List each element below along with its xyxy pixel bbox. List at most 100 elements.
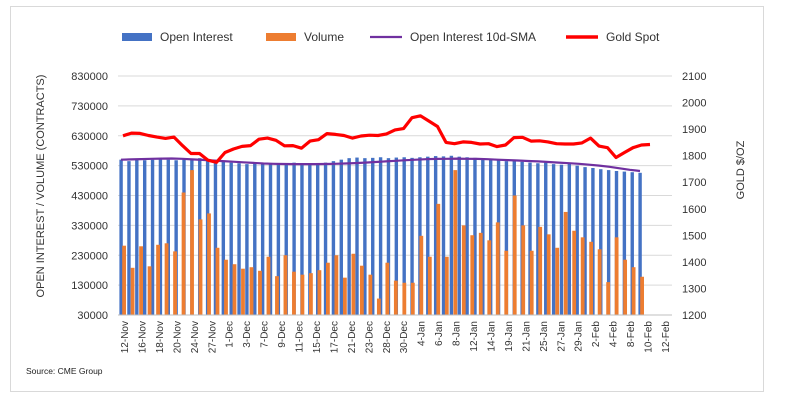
left-tick-label: 730000 xyxy=(71,101,108,113)
open-interest-bar xyxy=(119,159,123,315)
open-interest-bar xyxy=(221,161,226,315)
open-interest-bar xyxy=(386,158,391,315)
x-tick-label: 21-Jan xyxy=(521,321,532,352)
volume-bar xyxy=(190,170,194,315)
right-tick-label: 1900 xyxy=(682,124,706,136)
left-tick-label: 830000 xyxy=(71,71,108,83)
volume-bar xyxy=(292,271,296,315)
right-tick-label: 1800 xyxy=(682,151,706,163)
volume-bar xyxy=(376,298,381,315)
open-interest-bar xyxy=(339,159,343,315)
open-interest-bar xyxy=(135,159,139,315)
left-axis-title: OPEN INTEREST / VOLUME (CONTRACTS) xyxy=(35,75,47,298)
x-tick-label: 24-Nov xyxy=(190,321,201,353)
left-axis-ticks: 30000 130000 230000 330000 430000 530000 63000… xyxy=(71,71,108,322)
open-interest-bar xyxy=(528,162,532,315)
open-interest-bar xyxy=(276,163,281,315)
open-interest-bar xyxy=(260,162,265,315)
open-interest-bar xyxy=(284,163,288,315)
volume-bar xyxy=(266,256,271,315)
x-tick-label: 12-Jan xyxy=(469,321,480,352)
volume-bar xyxy=(224,259,228,315)
x-tick-label: 6-Jan xyxy=(434,321,445,346)
right-tick-label: 2100 xyxy=(682,71,706,83)
volume-bar xyxy=(147,266,152,315)
open-interest-bar xyxy=(315,163,320,315)
volume-bar xyxy=(249,267,254,315)
right-tick-label: 1700 xyxy=(682,177,706,189)
volume-bar xyxy=(623,259,628,315)
volume-bar xyxy=(215,247,220,315)
x-tick-label: 10-Feb xyxy=(644,321,655,353)
open-interest-bar xyxy=(347,158,351,315)
volume-bar xyxy=(156,244,160,315)
volume-bar xyxy=(232,264,237,315)
volume-bar xyxy=(436,203,441,315)
legend-label: Volume xyxy=(304,30,344,44)
open-interest-bar xyxy=(410,157,414,315)
open-interest-bar xyxy=(622,171,627,315)
volume-bar xyxy=(410,282,415,315)
volume-bar xyxy=(453,170,458,315)
x-tick-label: 4-Feb xyxy=(609,321,620,348)
volume-bar xyxy=(198,219,203,315)
source-note: Source: CME Group xyxy=(26,366,103,376)
x-tick-label: 12-Nov xyxy=(120,321,131,353)
open-interest-bar xyxy=(363,158,367,315)
right-tick-label: 1400 xyxy=(682,257,706,269)
x-tick-label: 8-Jan xyxy=(452,321,463,346)
volume-bar xyxy=(300,274,305,315)
x-tick-label: 18-Nov xyxy=(155,321,166,353)
volume-bar xyxy=(487,240,492,315)
open-interest-bar xyxy=(630,172,634,315)
open-interest-bar xyxy=(323,162,328,315)
open-interest-bar xyxy=(253,163,257,315)
open-interest-bar xyxy=(567,163,572,315)
open-interest-bar xyxy=(300,163,304,315)
open-interest-bar xyxy=(599,169,603,315)
legend: Open Interest Volume Open Interest 10d-SMA… xyxy=(122,30,660,44)
volume-bar xyxy=(139,246,143,315)
volume-bar xyxy=(419,235,424,315)
legend-label: Open Interest xyxy=(160,30,233,44)
open-interest-bar xyxy=(237,163,241,315)
volume-bar xyxy=(546,234,551,315)
volume-bar xyxy=(478,232,483,315)
right-axis-ticks: 1200 1300 1400 1500 1600 1700 1800 1900 2000 2100 xyxy=(682,71,706,322)
open-interest-bar xyxy=(441,156,446,315)
x-tick-label: 20-Nov xyxy=(172,321,183,353)
open-interest-bar xyxy=(465,157,469,315)
open-interest-bar xyxy=(229,162,233,315)
open-interest-bar xyxy=(371,157,375,315)
volume-bar xyxy=(461,225,466,315)
x-tick-label: 9-Dec xyxy=(277,321,288,348)
volume-bar xyxy=(495,222,500,315)
left-tick-label: 330000 xyxy=(71,220,108,232)
right-tick-label: 1500 xyxy=(682,230,706,242)
volume-bar xyxy=(470,235,475,315)
open-interest-bar xyxy=(583,167,587,315)
volume-bar xyxy=(529,250,534,315)
x-tick-label: 15-Dec xyxy=(312,321,323,353)
right-tick-label: 1300 xyxy=(682,283,706,295)
volume-bar xyxy=(334,255,339,315)
right-tick-label: 1200 xyxy=(682,310,706,322)
volume-bar xyxy=(580,237,585,315)
open-interest-bar xyxy=(426,156,430,315)
volume-bars xyxy=(122,170,644,315)
open-interest-bar xyxy=(536,163,540,315)
open-interest-bar xyxy=(481,158,485,315)
volume-bar xyxy=(589,241,594,315)
volume-bar xyxy=(317,270,322,315)
x-tick-label: 29-Jan xyxy=(574,321,585,352)
volume-bar xyxy=(572,230,577,315)
volume-bar xyxy=(164,243,169,315)
x-tick-label: 4-Jan xyxy=(417,321,428,346)
open-interest-bar xyxy=(245,164,249,315)
open-interest-bar xyxy=(606,170,611,315)
volume-bar xyxy=(402,282,407,315)
open-interest-bar xyxy=(559,164,564,315)
x-tick-label: 28-Dec xyxy=(382,321,393,353)
volume-bar xyxy=(385,262,390,315)
